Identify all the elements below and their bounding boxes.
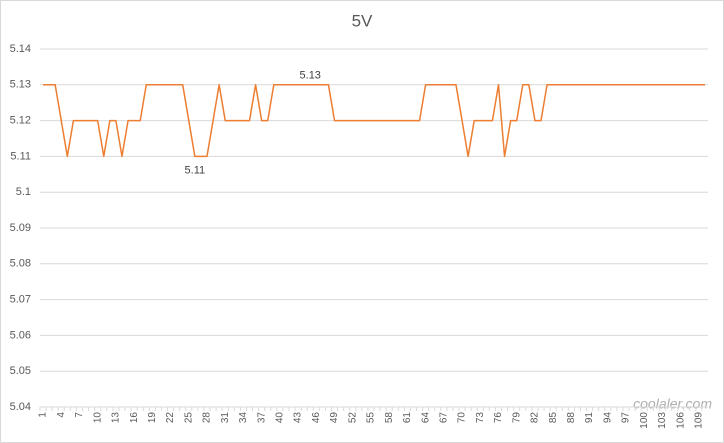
y-tick-label: 5.07 [10, 294, 31, 306]
x-tick-label: 13 [111, 412, 122, 424]
data-line [43, 84, 705, 158]
x-tick-label: 46 [311, 412, 322, 424]
x-tick-label: 88 [566, 412, 577, 424]
x-tick-label: 106 [675, 412, 686, 429]
data-label: 5.13 [300, 70, 321, 82]
x-tick-label: 85 [548, 412, 559, 424]
data-label: 5.11 [185, 164, 206, 176]
x-tick-label: 19 [147, 412, 158, 424]
watermark: coolaler.com [633, 396, 712, 412]
x-tick-label: 16 [129, 412, 140, 424]
x-tick-label: 7 [74, 412, 85, 418]
y-tick-label: 5.06 [10, 329, 31, 341]
x-tick-label: 49 [329, 412, 340, 424]
x-tick-label: 37 [256, 412, 267, 424]
x-tick-label: 10 [92, 412, 103, 424]
x-tick-label: 97 [621, 412, 632, 424]
x-tick-label: 94 [602, 412, 613, 424]
x-tick-label: 1 [38, 412, 49, 418]
x-tick-label: 28 [202, 412, 213, 424]
x-tick-label: 31 [220, 412, 231, 424]
x-tick-label: 55 [366, 412, 377, 424]
x-tick-label: 64 [420, 412, 431, 424]
x-tick-label: 103 [657, 412, 668, 429]
x-tick-label: 109 [694, 412, 705, 429]
x-tick-label: 100 [639, 412, 650, 429]
x-tick-label: 4 [56, 412, 67, 418]
y-tick-label: 5.04 [10, 401, 31, 413]
y-tick-label: 5.09 [10, 222, 31, 234]
x-tick-label: 22 [165, 412, 176, 424]
x-tick-label: 43 [293, 412, 304, 424]
y-tick-label: 5.1 [16, 186, 31, 198]
x-tick-label: 25 [183, 412, 194, 424]
x-tick-label: 40 [275, 412, 286, 424]
x-tick-label: 52 [347, 412, 358, 424]
x-tick-label: 82 [530, 412, 541, 424]
chart-title: 5V [352, 11, 373, 30]
y-tick-label: 5.12 [10, 115, 31, 127]
y-tick-label: 5.13 [10, 79, 31, 91]
x-tick-label: 67 [438, 412, 449, 424]
y-tick-label: 5.11 [10, 150, 31, 162]
x-tick-label: 79 [511, 412, 522, 424]
x-tick-label: 58 [384, 412, 395, 424]
y-tick-label: 5.08 [10, 258, 31, 270]
x-tick-label: 70 [457, 412, 468, 424]
x-tick-label: 76 [493, 412, 504, 424]
y-tick-label: 5.05 [10, 365, 31, 377]
y-tick-label: 5.14 [10, 43, 31, 55]
x-tick-label: 91 [584, 412, 595, 424]
x-tick-label: 73 [475, 412, 486, 424]
x-tick-label: 34 [238, 412, 249, 424]
x-tick-label: 61 [402, 412, 413, 424]
